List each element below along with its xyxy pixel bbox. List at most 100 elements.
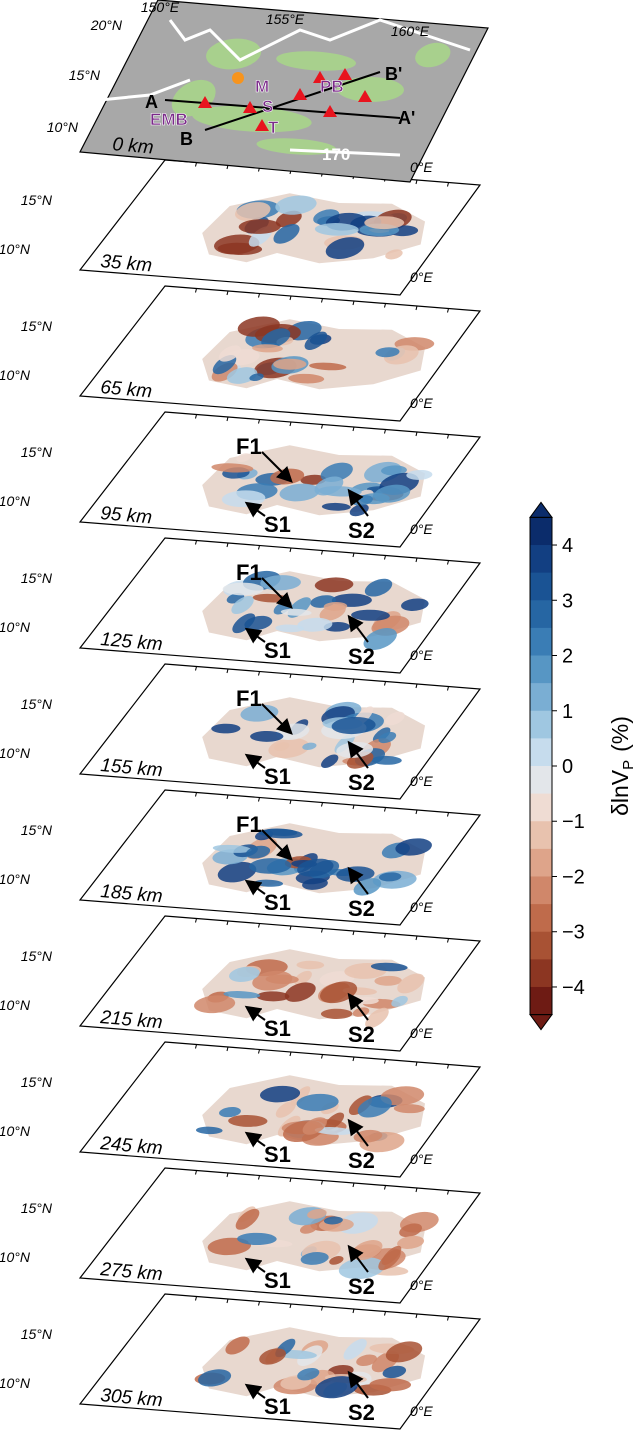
anomaly-field [202,1201,439,1280]
anomaly-patch [323,1216,343,1225]
profile-label: A [145,92,158,112]
depth-label: 185 km [100,881,164,907]
anomaly-patch [279,483,320,502]
anomaly-patch [364,578,393,597]
anomaly-patch [297,617,333,632]
depth-label: 275 km [99,1259,164,1285]
landmass [192,105,312,133]
longitude-label: 0°E [410,269,433,285]
frame-tick [352,804,355,810]
colorbar-label-part: (%) [607,716,633,752]
longitude-label: 0°E [410,395,433,411]
anomaly-patch [274,742,290,751]
anomaly-patch [222,582,264,596]
anomaly-patch [381,1245,402,1265]
frame-tick [258,545,260,550]
anomaly-patch [365,1007,389,1029]
anomaly-patch [401,598,429,611]
anomaly-patch [314,223,359,236]
frame-tick [384,933,386,938]
frame-tick [447,938,449,943]
anomaly-patch [380,1086,425,1106]
depth-label: 215 km [99,1007,164,1033]
anomaly-patch [195,1126,223,1135]
colorbar-band [530,600,552,629]
colorbar-tick-label: 3 [562,590,573,612]
frame-tick [384,1185,386,1190]
map-field [171,38,451,155]
anomaly-patch [275,624,305,633]
latitude-label: 20°N [90,17,123,33]
anomaly-field [194,949,426,1029]
profile-label: B [180,129,193,149]
latitude-label: 15°N [21,192,53,208]
depth-slice: 15°N 10°N 0°E 95 km F1 S1 S2 [0,411,482,548]
longitude-label: 0°E [410,159,433,175]
arrow [347,740,369,769]
anomaly-patch [240,704,279,722]
frame-tick [352,426,355,432]
frame-tick [384,1311,386,1316]
volcano [313,71,327,83]
depth-slice: 15°N 10°N 0°E 275 km S1 S2 [0,1167,482,1304]
longitude-label: 0°E [410,899,433,915]
frame-tick [447,182,449,187]
frame-tick [195,792,197,797]
frame-tick [415,1187,418,1193]
frame-tick [195,918,197,923]
frame-tick [384,429,386,434]
anomaly-patch [217,861,257,883]
frame-tick [321,1306,323,1311]
frame-tick [258,1049,260,1054]
latitude-label: 10°N [0,1249,31,1265]
colorbar-band [530,821,552,850]
depth-slice: 15°N 10°N 0°E 125 km F1 S1 S2 [0,537,482,674]
longitude-label: 150°E [141,0,180,15]
colorbar-tick-label: −4 [562,977,585,999]
depth-label: 155 km [100,755,164,781]
frame-tick [321,298,323,303]
latitude-label: 15°N [69,67,101,83]
depth-slice: 15°N 10°N 0°E 185 km F1 S1 S2 [0,789,482,926]
colorbar-band [530,572,552,601]
latitude-label: 10°N [0,367,31,383]
anomaly-patch [302,742,317,750]
arrow-label: S2 [348,1022,375,1047]
anomaly-patch [369,1378,412,1392]
anomaly-patch [385,249,403,260]
frame-tick [384,681,386,686]
anomaly-patch [309,362,347,371]
colorbar-label: δlnVP (%) [607,716,637,816]
anomaly-patch [385,1341,423,1363]
anomaly-patch [280,608,312,616]
frame-tick [226,1298,229,1304]
volcano [293,88,307,100]
anomaly-field [202,193,426,264]
frame-tick [226,1046,229,1052]
frame-tick [384,555,386,560]
frame-tick [321,676,323,681]
frame-tick [352,1182,355,1188]
latitude-label: 15°N [21,948,53,964]
depth-slice: 15°N 10°N 0°E 215 km S1 S2 [0,915,482,1052]
anomaly-patch [314,577,354,593]
frame-tick [352,930,355,936]
frame-tick [289,421,292,427]
anomaly-patch [384,711,405,726]
arrow [347,992,369,1021]
frame-tick [352,300,355,306]
depth-label: 125 km [100,629,164,655]
feature-label: EMB [150,110,188,129]
arrow-label: S1 [264,512,291,537]
arrow-label: S1 [264,890,291,915]
arrow [347,488,369,517]
anomaly-patch [372,727,391,743]
arrow [347,1118,369,1147]
latitude-label: 10°N [0,1375,31,1391]
longitude-label: 0°E [410,773,433,789]
colorbar-tick-label: 0 [562,756,573,778]
latitude-label: 10°N [0,997,31,1013]
arrow [261,829,293,861]
colorbar-band [530,986,552,1016]
